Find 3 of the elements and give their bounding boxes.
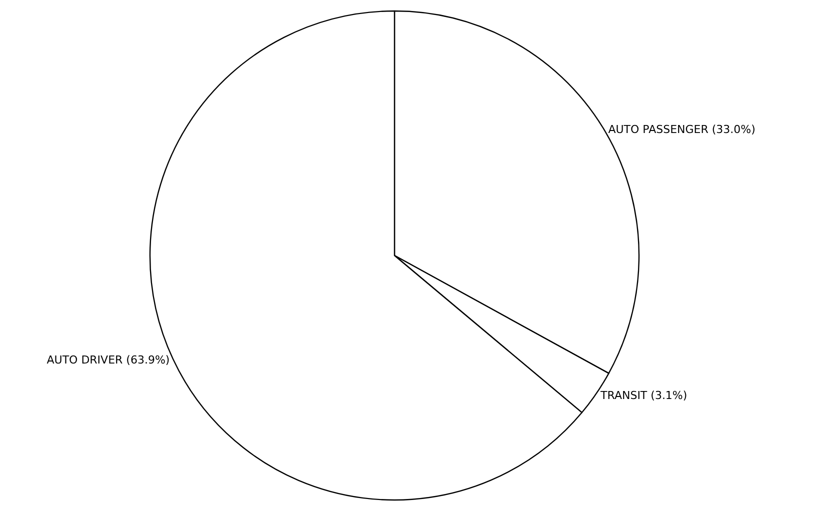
slice-label: AUTO PASSENGER (33.0%) — [608, 122, 756, 136]
slice-label: AUTO DRIVER (63.9%) — [46, 354, 170, 367]
slice-label: TRANSIT (3.1%) — [600, 389, 688, 402]
